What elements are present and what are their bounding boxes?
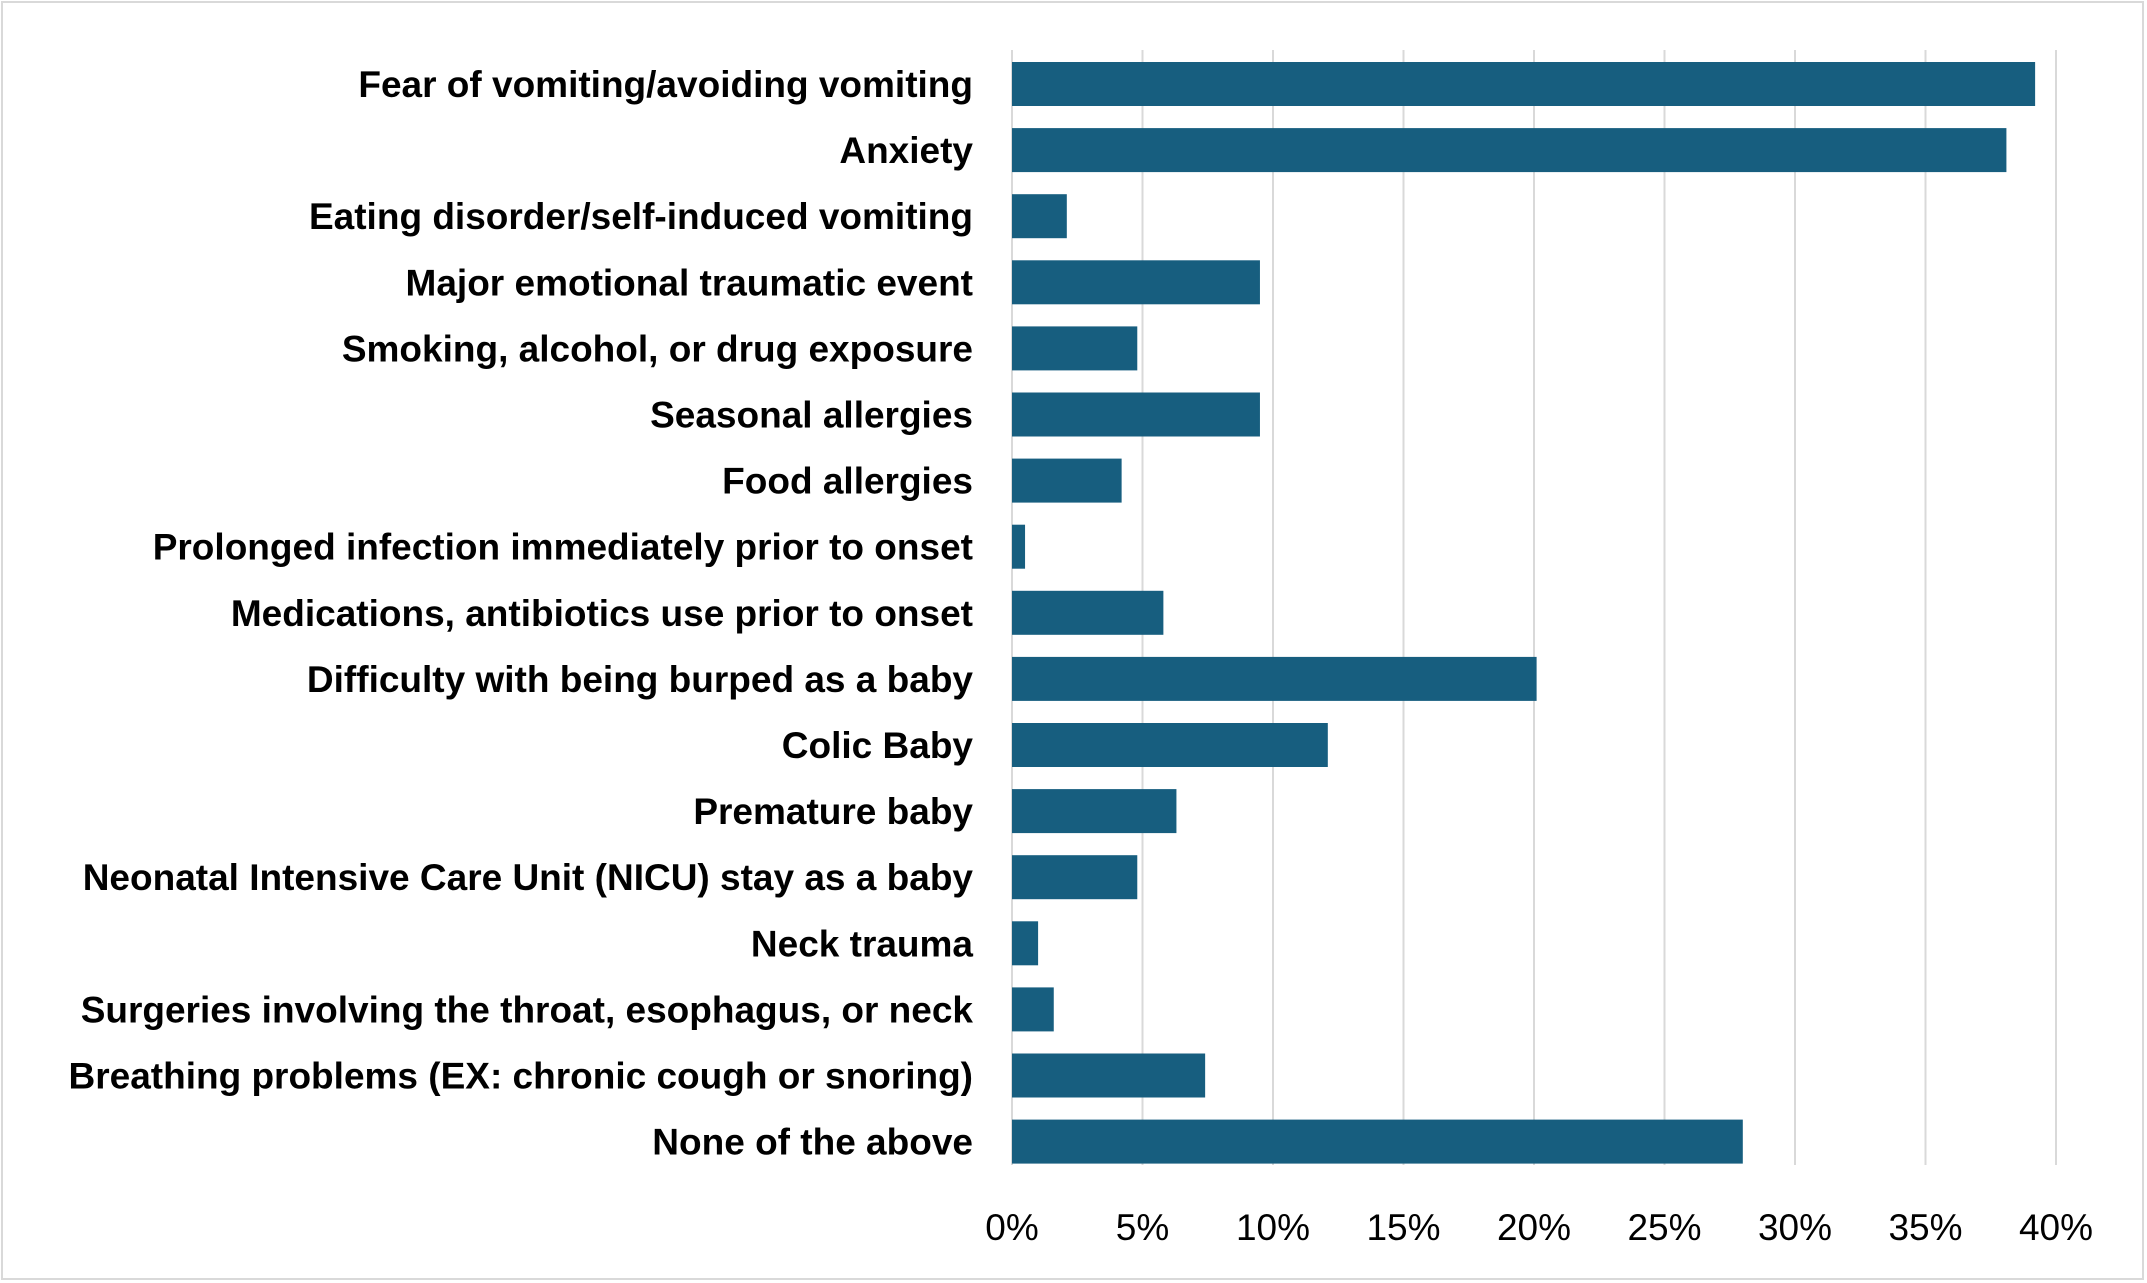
x-tick-label: 30% bbox=[1758, 1207, 1832, 1248]
bar bbox=[1012, 590, 1164, 635]
x-axis-tick-labels: 0% 5% 10% 15% 20% 25% 30% 35% 40% bbox=[985, 1207, 2093, 1248]
bar bbox=[1012, 855, 1138, 900]
category-label: Medications, antibiotics use prior to on… bbox=[231, 593, 973, 634]
x-tick-label: 20% bbox=[1497, 1207, 1571, 1248]
category-label: Anxiety bbox=[839, 130, 973, 171]
category-label: Surgeries involving the throat, esophagu… bbox=[81, 989, 974, 1030]
bar bbox=[1012, 392, 1260, 437]
x-tick-label: 40% bbox=[2019, 1207, 2093, 1248]
bar bbox=[1012, 524, 1026, 569]
gridlines bbox=[1011, 50, 2057, 1165]
x-tick-label: 0% bbox=[985, 1207, 1038, 1248]
category-label: Fear of vomiting/avoiding vomiting bbox=[358, 64, 973, 105]
bar bbox=[1012, 326, 1138, 371]
bar bbox=[1012, 987, 1054, 1032]
bar bbox=[1012, 194, 1067, 239]
category-label: Breathing problems (EX: chronic cough or… bbox=[69, 1056, 974, 1097]
x-tick-label: 35% bbox=[1888, 1207, 1962, 1248]
x-tick-label: 5% bbox=[1116, 1207, 1169, 1248]
category-label: Colic Baby bbox=[782, 725, 974, 766]
category-label: Prolonged infection immediately prior to… bbox=[153, 527, 973, 568]
category-label: None of the above bbox=[652, 1122, 973, 1163]
bar bbox=[1012, 62, 2036, 106]
category-label: Major emotional traumatic event bbox=[406, 262, 973, 303]
bar bbox=[1012, 723, 1328, 767]
category-label: Neck trauma bbox=[751, 923, 974, 964]
bar bbox=[1012, 921, 1039, 966]
bar bbox=[1012, 260, 1260, 305]
bar bbox=[1012, 1053, 1206, 1098]
category-label: Difficulty with being burped as a baby bbox=[307, 659, 973, 700]
bar bbox=[1012, 789, 1177, 834]
category-label: Eating disorder/self-induced vomiting bbox=[309, 196, 973, 237]
category-label: Neonatal Intensive Care Unit (NICU) stay… bbox=[83, 857, 974, 898]
bar bbox=[1012, 458, 1122, 503]
bar bbox=[1012, 1119, 1743, 1164]
x-tick-label: 15% bbox=[1366, 1207, 1440, 1248]
bar bbox=[1012, 128, 2007, 173]
bars bbox=[1012, 62, 2036, 1164]
category-labels: Fear of vomiting/avoiding vomiting Anxiet… bbox=[69, 64, 974, 1163]
x-tick-label: 10% bbox=[1236, 1207, 1310, 1248]
x-tick-label: 25% bbox=[1627, 1207, 1701, 1248]
category-label: Seasonal allergies bbox=[650, 395, 973, 436]
category-label: Premature baby bbox=[693, 791, 973, 832]
category-label: Smoking, alcohol, or drug exposure bbox=[342, 328, 973, 369]
category-label: Food allergies bbox=[722, 461, 973, 502]
bar bbox=[1012, 656, 1537, 701]
